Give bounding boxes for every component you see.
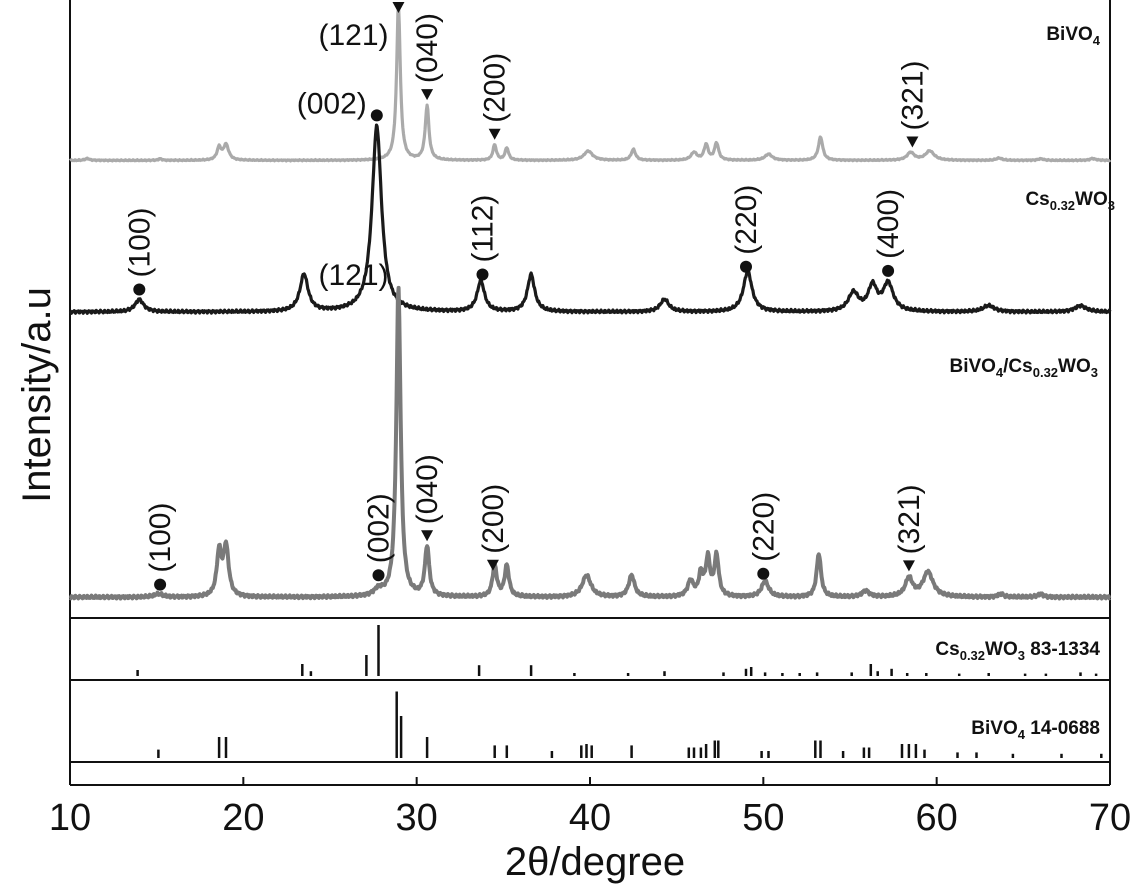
peak-label: (121)	[318, 259, 388, 292]
series-0-label: BiVO4	[1046, 24, 1100, 48]
y-axis-title: Intensity/a.u	[15, 287, 59, 503]
x-tick-label: 10	[49, 797, 91, 839]
peak-marker-circle	[757, 567, 770, 580]
reference-patterns-layer	[136, 625, 1103, 758]
peak-label: (321)	[896, 60, 929, 130]
peak-label: (002)	[297, 87, 367, 120]
peak-marker-triangle	[488, 128, 501, 140]
series-layer	[68, 4, 1112, 601]
peak-marker-circle	[154, 578, 167, 591]
series-1-label: Cs0.32WO3	[1025, 189, 1115, 213]
x-tick-label: 60	[916, 797, 958, 839]
plot-frame	[69, 0, 1111, 786]
series-labels-layer: BiVO4 Cs0.32WO3 BiVO4/Cs0.32WO3 Cs0.32WO3 8…	[935, 24, 1115, 742]
series-1-trace	[68, 123, 1112, 315]
series-2-label: BiVO4/Cs0.32WO3	[949, 356, 1098, 380]
peak-marker-triangle	[902, 560, 915, 572]
peak-label: (321)	[893, 484, 926, 554]
peak-label: (002)	[363, 493, 396, 563]
peak-marker-circle	[740, 260, 752, 273]
peak-label: (200)	[479, 53, 512, 123]
peak-label: (100)	[144, 503, 177, 573]
peak-label: (220)	[730, 185, 763, 255]
peak-annotations-layer: (121) (040) (200) (321) (100) (002) (112) (220)…	[123, 2, 929, 591]
peak-marker-circle	[476, 268, 489, 281]
x-axis-title: 2θ/degree	[505, 840, 685, 884]
peak-label: (121)	[318, 19, 388, 52]
x-tick-label: 30	[396, 797, 438, 839]
peak-label: (112)	[467, 195, 500, 263]
series-0-trace	[68, 4, 1112, 163]
peak-marker-triangle	[486, 559, 499, 571]
x-tick-label: 20	[222, 797, 264, 839]
reference-0-label: Cs0.32WO3 83-1334	[935, 639, 1100, 663]
peak-marker-triangle	[906, 136, 919, 148]
peak-label: (100)	[123, 207, 156, 277]
peak-label: (220)	[747, 492, 780, 562]
peak-marker-circle	[370, 109, 383, 122]
peak-label: (400)	[872, 189, 905, 259]
peak-label: (040)	[411, 454, 444, 524]
peak-marker-triangle	[392, 2, 405, 13]
peak-label: (040)	[411, 13, 444, 83]
peak-label: (200)	[477, 484, 510, 554]
peak-marker-triangle	[421, 530, 434, 542]
series-2-trace	[68, 285, 1112, 601]
x-tick-label: 50	[742, 797, 784, 839]
x-axis-ticks: 10 20 30 40 50 60 70	[49, 777, 1131, 839]
peak-marker-circle	[133, 283, 146, 296]
reference-1-label: BiVO4 14-0688	[971, 718, 1100, 742]
peak-marker-circle	[372, 569, 385, 582]
peak-marker-circle	[882, 264, 895, 277]
peak-marker-triangle	[421, 89, 434, 101]
x-tick-label: 40	[569, 797, 611, 839]
x-tick-label: 70	[1089, 797, 1131, 839]
